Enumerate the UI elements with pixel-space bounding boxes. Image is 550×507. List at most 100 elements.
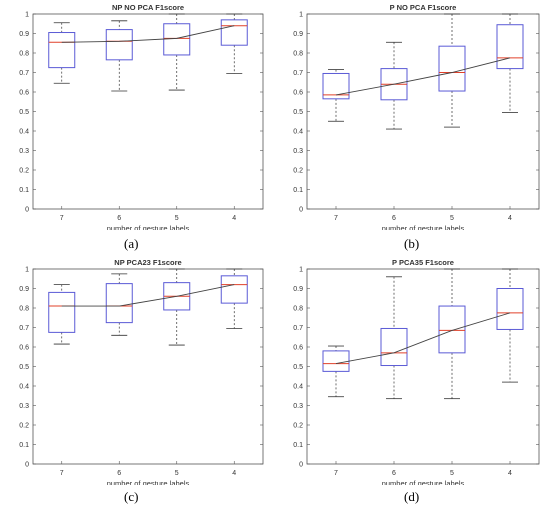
box-4: [220, 13, 248, 74]
y-tick-label: 0.2: [293, 168, 303, 175]
box-7: [322, 345, 350, 398]
chart-title: P PCA35 F1score: [392, 258, 454, 267]
y-tick-label: 1: [25, 267, 29, 274]
x-tick-label: 7: [60, 470, 64, 477]
chart-title: P NO PCA F1score: [390, 3, 457, 12]
y-tick-label: 0.9: [293, 286, 303, 293]
box-6: [105, 20, 133, 92]
iqr-box: [438, 305, 466, 354]
y-tick-label: 0: [25, 462, 29, 469]
x-tick-label: 7: [334, 215, 338, 222]
y-tick-label: 0.1: [19, 187, 29, 194]
y-tick-label: 0.9: [293, 31, 303, 38]
box-7: [48, 284, 76, 345]
x-axis-label: number of gesture labels: [382, 479, 465, 485]
y-tick-label: 0.3: [293, 403, 303, 410]
y-tick-label: 0.8: [19, 306, 29, 313]
panel-label-a: (a): [124, 236, 139, 251]
median-trend-line: [335, 57, 511, 96]
y-tick-label: 0.9: [19, 286, 29, 293]
y-tick-label: 1: [299, 12, 303, 19]
y-tick-label: 0.5: [19, 364, 29, 371]
x-tick-label: 6: [392, 470, 396, 477]
y-tick-label: 0: [299, 462, 303, 469]
x-tick-label: 4: [508, 215, 512, 222]
x-tick-label: 5: [175, 470, 179, 477]
x-tick-label: 5: [450, 215, 454, 222]
iqr-box: [322, 72, 350, 100]
y-tick-label: 1: [25, 12, 29, 19]
box-7: [48, 22, 76, 84]
iqr-box: [105, 29, 133, 61]
iqr-box: [220, 275, 248, 304]
x-axis-label: number of gesture labels: [382, 224, 465, 230]
y-tick-label: 0.7: [293, 325, 303, 332]
box-5: [163, 13, 191, 91]
iqr-box: [496, 24, 524, 70]
y-tick-label: 0.4: [19, 384, 29, 391]
iqr-box: [496, 288, 524, 330]
box-4: [496, 268, 524, 383]
y-tick-label: 0.6: [293, 345, 303, 352]
median-trend-line: [335, 312, 511, 365]
x-axis-label: number of gesture labels: [107, 479, 190, 485]
chart-panel-d: P PCA35 F1score 0 0.1 0.2 0.3 0.4 0.5 0.6 0.7 0.8…: [293, 258, 540, 485]
x-tick-label: 4: [232, 215, 236, 222]
box-4: [220, 268, 248, 329]
iqr-box: [438, 45, 466, 92]
panel-label-b: (b): [404, 236, 420, 251]
x-tick-label: 5: [175, 215, 179, 222]
y-tick-label: 0.8: [293, 306, 303, 313]
x-tick-label: 7: [334, 470, 338, 477]
median-trend-line: [61, 25, 235, 43]
y-tick-label: 0.6: [293, 90, 303, 97]
y-tick-label: 0.5: [19, 109, 29, 116]
y-tick-label: 0.9: [19, 31, 29, 38]
plot-frame: [306, 13, 540, 210]
plot-frame: [32, 13, 264, 210]
y-tick-label: 0.1: [293, 442, 303, 449]
iqr-box: [220, 19, 248, 46]
chart-title: NP PCA23 F1score: [114, 258, 181, 267]
y-tick-label: 0.4: [293, 129, 303, 136]
box-7: [322, 69, 350, 122]
plot-frame: [32, 268, 264, 465]
y-tick-label: 0.7: [19, 70, 29, 77]
y-tick-label: 0.3: [19, 148, 29, 155]
x-tick-label: 7: [60, 215, 64, 222]
x-tick-label: 6: [117, 215, 121, 222]
y-tick-label: 0.2: [19, 168, 29, 175]
x-tick-label: 4: [232, 470, 236, 477]
y-tick-label: 0: [25, 207, 29, 214]
y-tick-label: 0.5: [293, 109, 303, 116]
x-tick-label: 4: [508, 470, 512, 477]
chart-title: NP NO PCA F1score: [112, 3, 184, 12]
iqr-box: [48, 32, 76, 69]
y-tick-label: 0.6: [19, 345, 29, 352]
iqr-box: [322, 350, 350, 372]
y-tick-label: 0.6: [19, 90, 29, 97]
y-tick-label: 0.4: [293, 384, 303, 391]
panel-label-d: (d): [404, 489, 420, 504]
iqr-box: [48, 291, 76, 333]
box-5: [163, 268, 191, 346]
y-tick-label: 0: [299, 207, 303, 214]
x-tick-label: 6: [117, 470, 121, 477]
iqr-box: [380, 327, 408, 367]
y-tick-label: 0.2: [19, 423, 29, 430]
y-tick-label: 0.3: [293, 148, 303, 155]
x-tick-label: 6: [392, 215, 396, 222]
box-6: [380, 276, 408, 400]
y-tick-label: 0.2: [293, 423, 303, 430]
x-axis-label: number of gesture labels: [107, 224, 190, 230]
y-tick-label: 0.8: [293, 51, 303, 58]
plot-frame: [306, 268, 540, 465]
chart-panel-a: NP NO PCA F1score 0 0.1 0.2 0.3 0.4 0.5 0.6 0.7 0…: [19, 3, 264, 230]
y-tick-label: 0.8: [19, 51, 29, 58]
iqr-box: [105, 283, 133, 324]
x-tick-label: 5: [450, 470, 454, 477]
chart-panel-c: NP PCA23 F1score 0 0.1 0.2 0.3 0.4 0.5 0.6 0.7 0.…: [19, 258, 264, 485]
iqr-box: [163, 23, 191, 56]
y-tick-label: 0.1: [19, 442, 29, 449]
y-tick-label: 0.7: [19, 325, 29, 332]
